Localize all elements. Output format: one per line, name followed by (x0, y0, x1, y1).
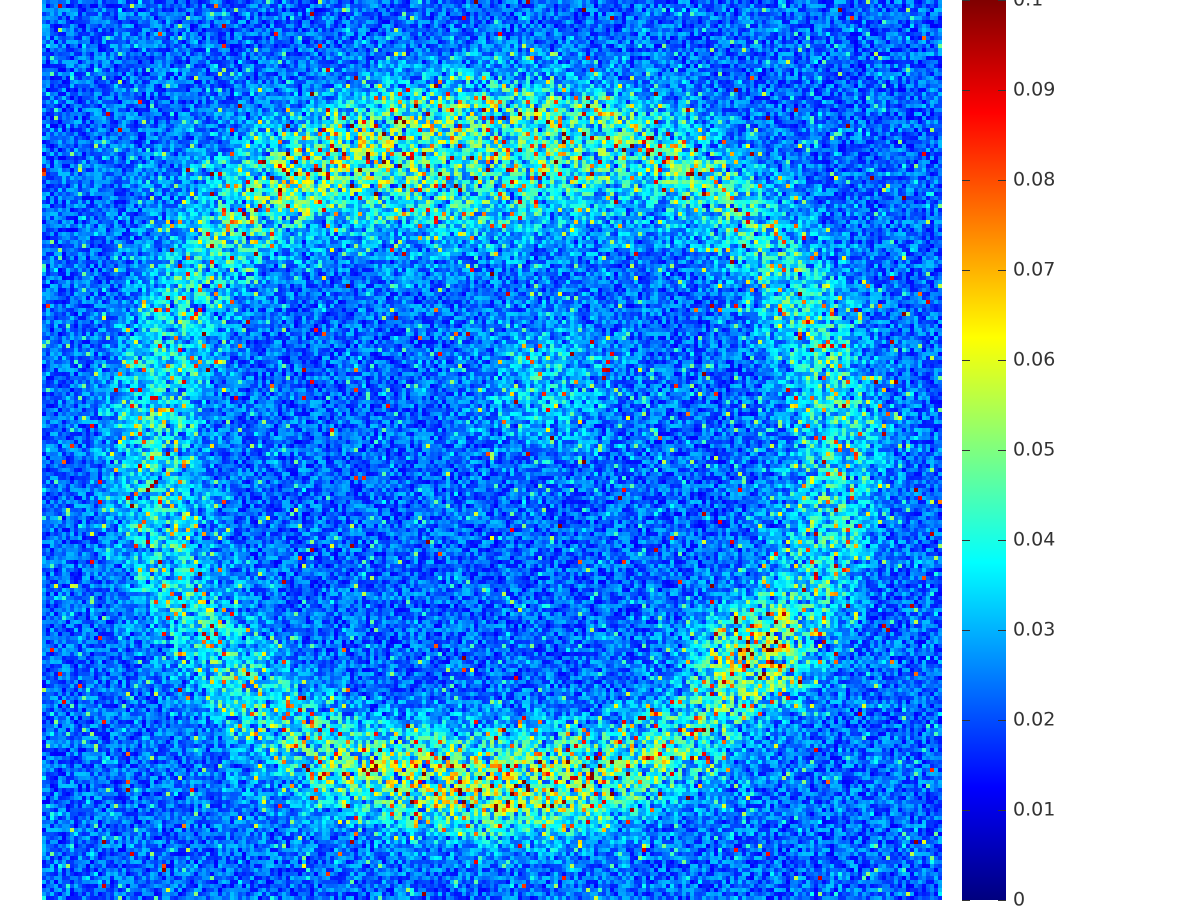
colorbar-tick-mark (962, 450, 970, 451)
colorbar-tick-label: 0.02 (1013, 708, 1056, 731)
colorbar-tick-label: 0.09 (1013, 78, 1056, 101)
colorbar-tick-mark (998, 270, 1006, 271)
colorbar-tick-label: 0.05 (1013, 438, 1056, 461)
colorbar-tick-mark (998, 540, 1006, 541)
heatmap-image (42, 0, 942, 900)
colorbar-tick-mark (962, 0, 970, 1)
colorbar-tick-label: 0.03 (1013, 618, 1056, 641)
colorbar-tick-mark (962, 90, 970, 91)
colorbar-tick-label: 0.01 (1013, 798, 1056, 821)
colorbar-tick-mark (962, 810, 970, 811)
colorbar-tick-label: 0.06 (1013, 348, 1056, 371)
colorbar-tick-mark (998, 810, 1006, 811)
colorbar-tick-mark (998, 720, 1006, 721)
colorbar-tick-mark (998, 90, 1006, 91)
colorbar-tick-label: 0.1 (1013, 0, 1043, 10)
colorbar-tick-mark (962, 630, 970, 631)
colorbar-tick-mark (962, 270, 970, 271)
colorbar-tick-mark (998, 360, 1006, 361)
colorbar-tick-mark (998, 180, 1006, 181)
colorbar-tick-mark (962, 540, 970, 541)
colorbar-tick-mark (998, 900, 1006, 901)
colorbar-tick-mark (962, 900, 970, 901)
colorbar-tick-mark (998, 0, 1006, 1)
colorbar-tick-mark (962, 180, 970, 181)
colorbar-tick-mark (962, 360, 970, 361)
colorbar-tick-label: 0.08 (1013, 168, 1056, 191)
colorbar-tick-label: 0.07 (1013, 258, 1056, 281)
heatmap-plot-area (42, 0, 942, 900)
colorbar-tick-mark (998, 450, 1006, 451)
colorbar-tick-mark (962, 720, 970, 721)
colorbar-tick-mark (998, 630, 1006, 631)
colorbar-tick-label: 0 (1013, 888, 1026, 911)
colorbar-tick-label: 0.04 (1013, 528, 1056, 551)
